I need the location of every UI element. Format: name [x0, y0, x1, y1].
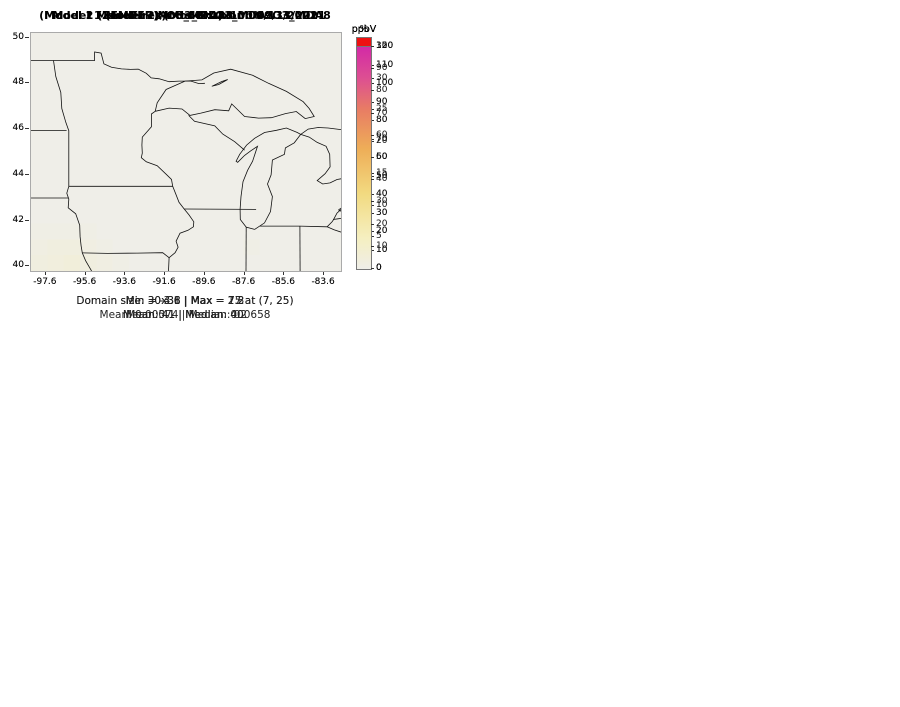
- stats-line-2: Mean: 0.1 | Median: 0.2: [122, 309, 248, 321]
- colorbar-gradient: [356, 46, 372, 270]
- stats-line-2: Mean: 0.00574 | Median: 0.0658: [99, 309, 271, 321]
- colorbar-overflow-cap: [356, 37, 372, 46]
- panel-title: Model 1 - Model 2: O3_MDA8: [96, 9, 274, 22]
- colorbar: % 0 10 20 30 40 50 60 70 80 90 100: [356, 24, 446, 294]
- state-outlines: [31, 51, 341, 271]
- stats-text: Domain size: 30x38 | Max = 77 at (7, 25)…: [20, 294, 350, 322]
- colorbar-unit-label: ppbV: [351, 24, 377, 35]
- stats-line-2: Mean: 41 | Median: 40: [126, 309, 244, 321]
- panel-title: Model 1 (EMBER): O3_MDA8 on 09/13/2021: [52, 9, 318, 22]
- stats-text: Min = -3.1 | Max = 1.2 Mean: 0.00574 | M…: [20, 294, 350, 322]
- stats-line-1: Min = -4.6 | Max = 2.3: [125, 295, 245, 307]
- stats-text: Min = -4.6 | Max = 2.3 Mean: 0.1 | Media…: [20, 294, 350, 322]
- colorbar-unit-label: ppbV: [351, 24, 377, 35]
- stats-text: Domain size: 30x38 | Max = 75 at (7, 25)…: [20, 294, 350, 322]
- panel-title: Model 2 (ZeroFires): O3_MDA8 on 09/13/20…: [44, 9, 326, 22]
- stats-line-1: Domain size: 30x38 | Max = 75 at (7, 25): [76, 295, 294, 307]
- stats-line-1: Domain size: 30x38 | Max = 77 at (7, 25): [76, 295, 294, 307]
- panel-percent-difference: (Model 1 - Model 2)/(Model 1)x100%: O3_M…: [0, 0, 450, 353]
- colorbar-unit-label: %: [359, 24, 369, 35]
- map-plot: [30, 32, 342, 272]
- stats-line-2: Mean: 41 | Median: 40: [126, 309, 244, 321]
- panel-title: (Model 1 - Model 2)/(Model 1)x100%: O3_M…: [39, 9, 331, 22]
- stats-line-1: Min = -3.1 | Max = 1.2: [125, 295, 245, 307]
- colorbar-unit-label: ppbV: [351, 24, 377, 35]
